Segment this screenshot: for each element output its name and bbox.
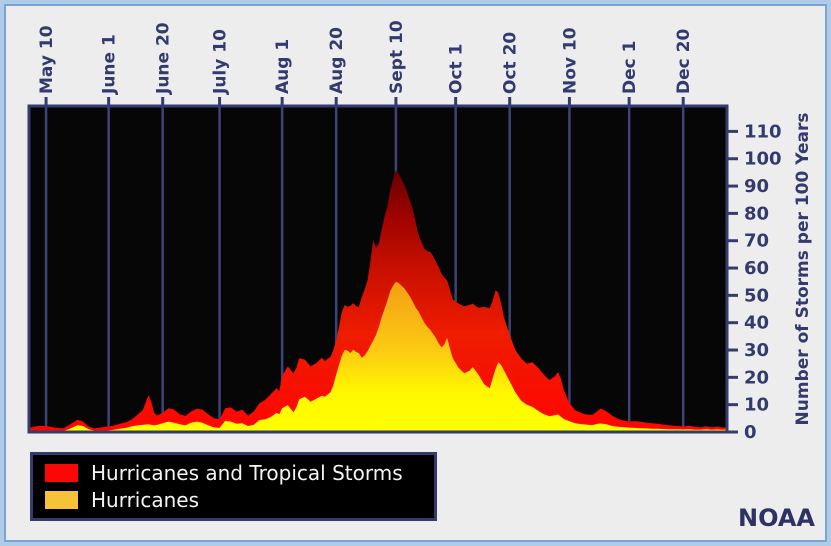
y-tick-label: 20 (744, 367, 769, 388)
legend-swatch-total-storms (45, 463, 78, 482)
y-tick-label: 30 (744, 340, 769, 361)
x-tick-label: Oct 1 (447, 44, 467, 94)
x-tick-label: Sept 10 (387, 20, 407, 94)
legend-row-total-storms: Hurricanes and Tropical Storms (33, 461, 434, 485)
data-areas (29, 170, 726, 432)
y-axis-right: 0 10 20 30 40 50 60 70 80 90 100 110 (728, 121, 782, 443)
x-tick-label: Dec 20 (674, 29, 694, 94)
plot-frame (27, 104, 729, 434)
x-tick-label: May 10 (37, 25, 57, 94)
plot-border (27, 104, 729, 434)
y-tick-label: 90 (744, 176, 769, 197)
x-tick-label: Oct 20 (501, 32, 521, 94)
x-tick-label: July 10 (211, 29, 231, 95)
x-tick-label: Nov 10 (560, 27, 580, 94)
y-axis-title-group: Number of Storms per 100 Years (793, 113, 813, 426)
y-tick-label: 70 (744, 231, 769, 252)
x-tick-label: Aug 1 (273, 39, 293, 94)
vertical-gridlines (44, 106, 685, 432)
y-tick-label: 50 (744, 285, 769, 306)
x-axis-top: May 10 June 1 June 20 July 10 Aug 1 Aug 20 Sep… (37, 20, 694, 107)
y-tick-label: 0 (744, 422, 757, 443)
legend-swatch-hurricanes (45, 491, 78, 510)
x-tick-label: June 1 (100, 34, 120, 95)
y-tick-label: 40 (744, 313, 769, 334)
legend-row-hurricanes: Hurricanes (33, 488, 434, 512)
y-tick-label: 80 (744, 203, 769, 224)
y-axis-title: Number of Storms per 100 Years (793, 113, 813, 426)
chart-legend: Hurricanes and Tropical Storms Hurricane… (30, 452, 437, 521)
legend-label-hurricanes: Hurricanes (91, 488, 200, 513)
y-tick-label: 60 (744, 258, 769, 279)
storm-frequency-chart: May 10 June 1 June 20 July 10 Aug 1 Aug 20 Sep… (27, 20, 813, 443)
noaa-logo-text: NOAA (738, 504, 815, 532)
y-tick-label: 110 (744, 121, 782, 142)
legend-label-total-storms: Hurricanes and Tropical Storms (91, 460, 403, 485)
x-tick-label: Dec 1 (620, 41, 640, 94)
area-hurricanes (29, 281, 726, 432)
y-tick-label: 100 (744, 149, 782, 170)
x-tick-label: June 20 (154, 22, 174, 95)
y-tick-label: 10 (744, 395, 769, 416)
chart-panel: May 10 June 1 June 20 July 10 Aug 1 Aug 20 Sep… (4, 4, 827, 542)
area-hurricanes-and-tropical-storms (29, 170, 726, 432)
x-tick-label: Aug 20 (327, 27, 347, 94)
